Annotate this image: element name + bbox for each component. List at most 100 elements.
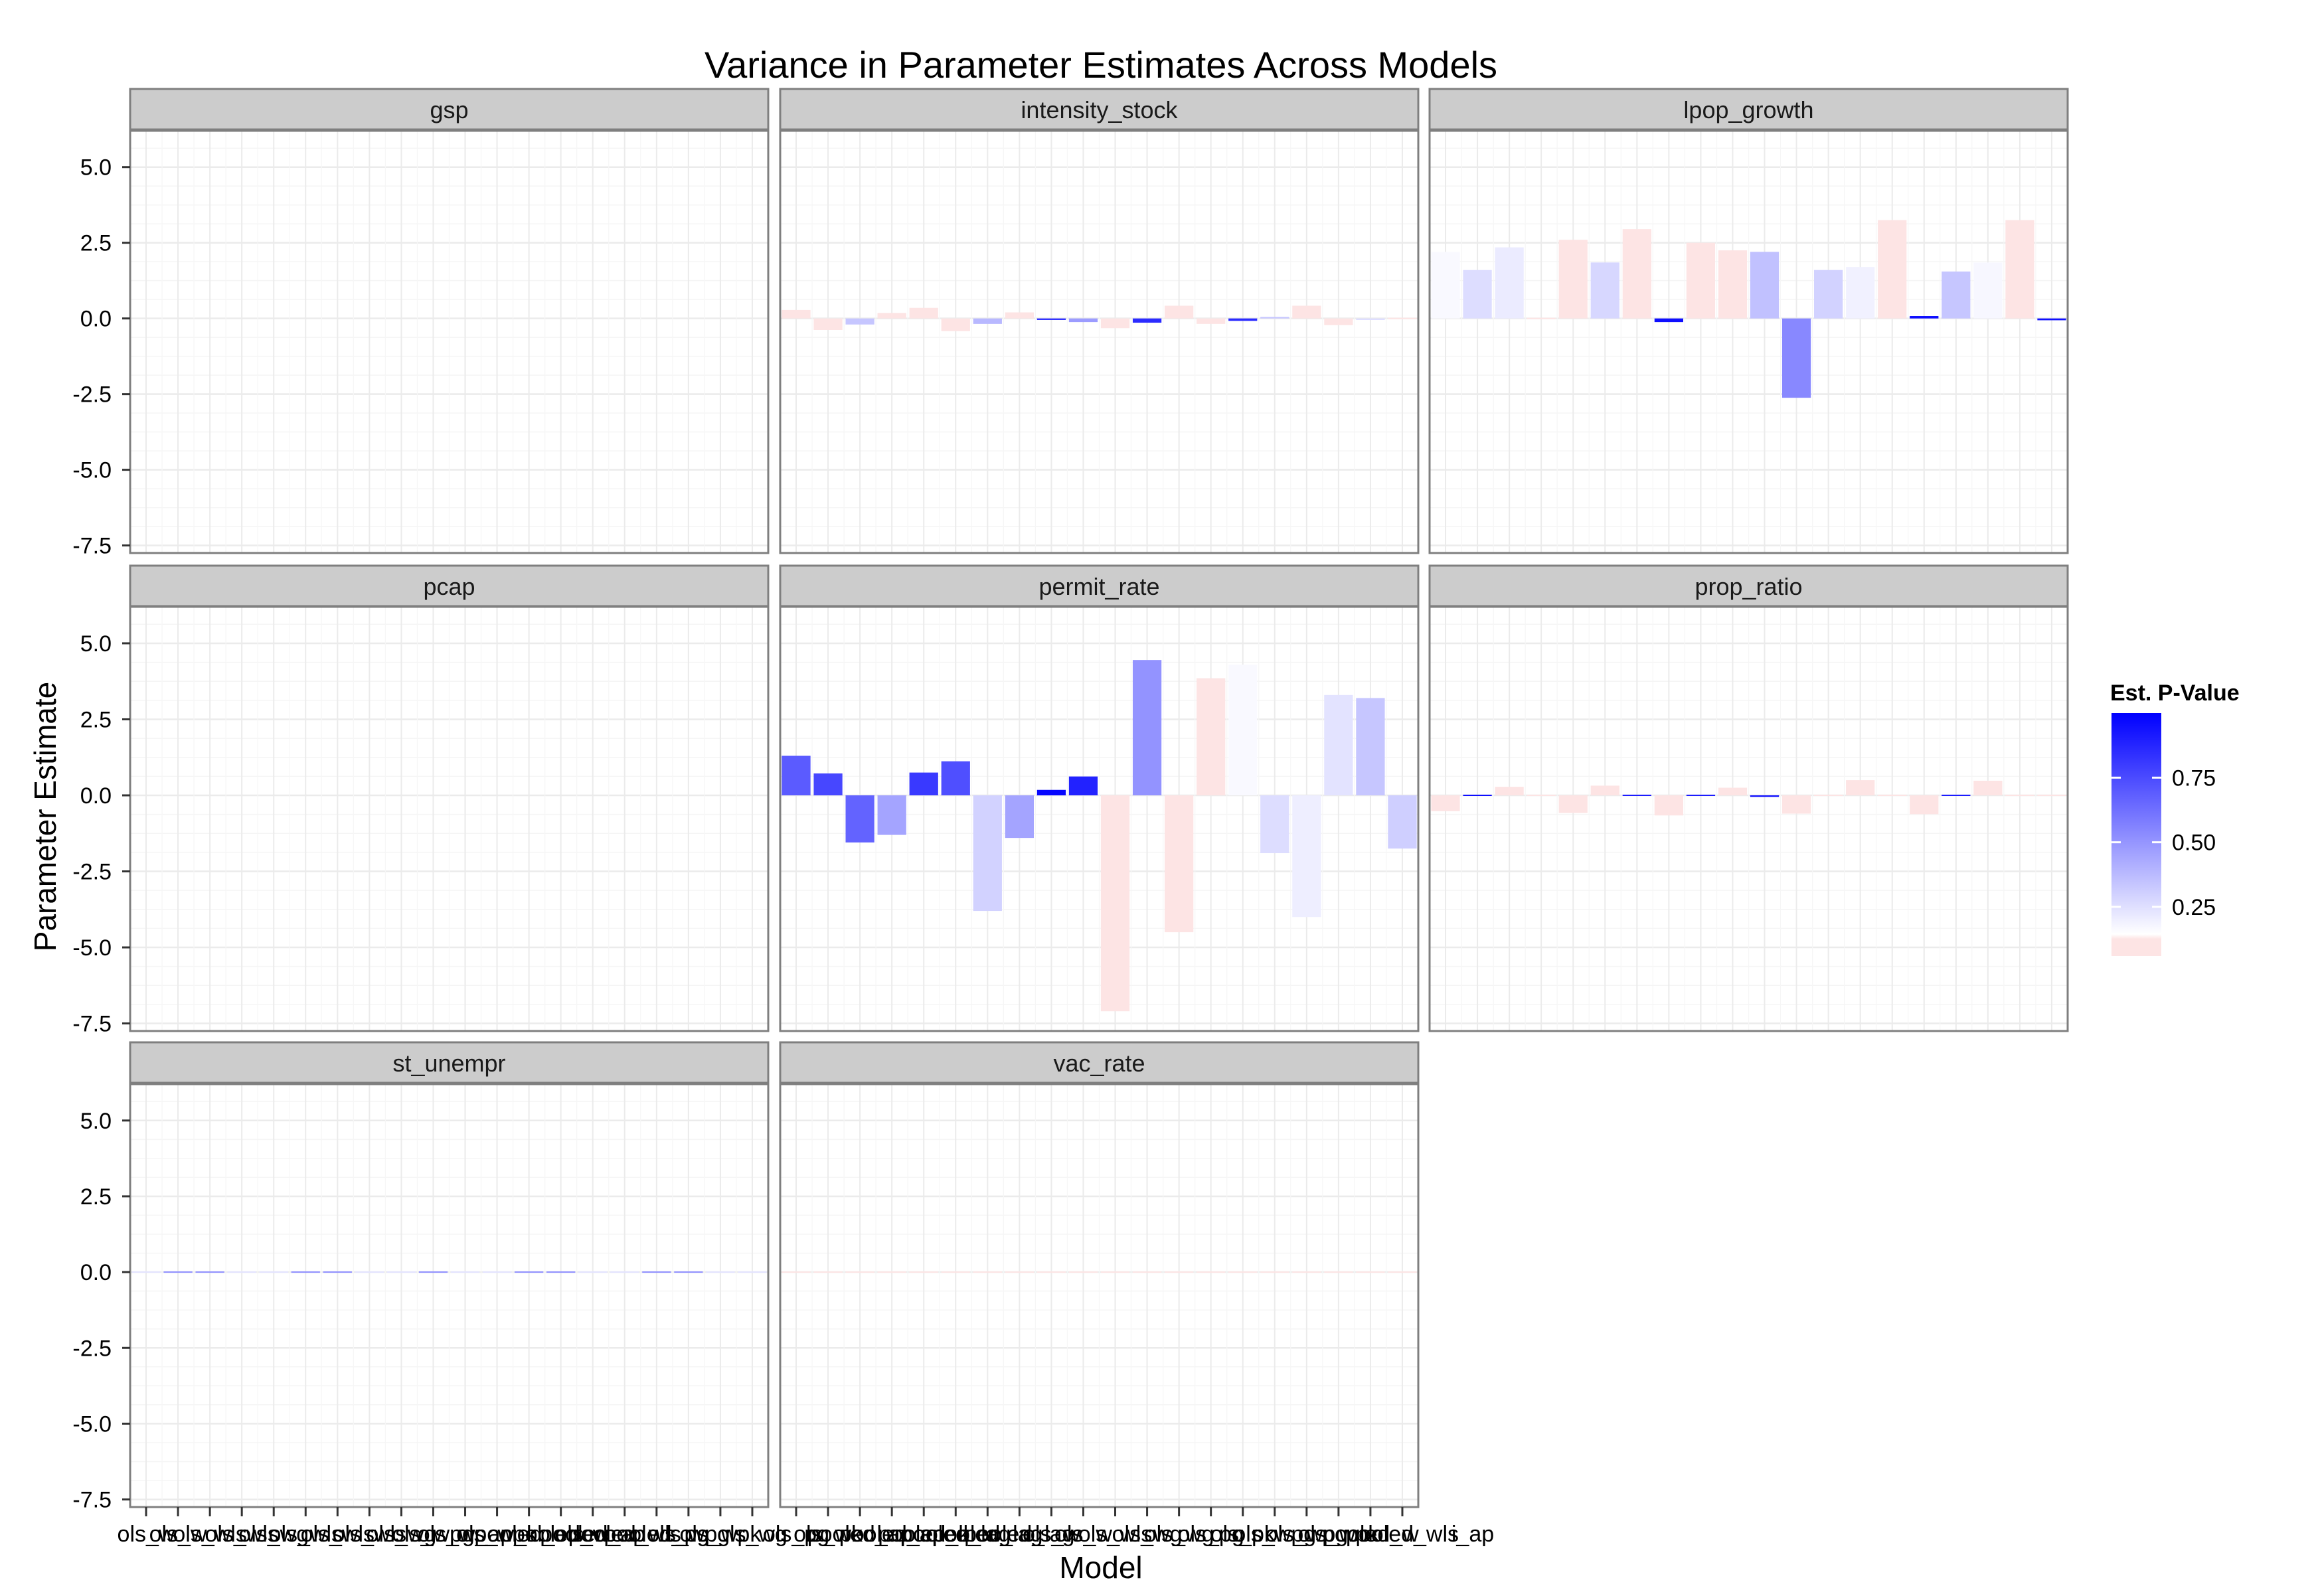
x-tick-label: pooled_wls xyxy=(1346,1522,1459,1547)
bar xyxy=(1292,305,1321,319)
bar xyxy=(1068,776,1098,795)
bar xyxy=(163,1271,193,1273)
bar xyxy=(941,1271,970,1273)
bar xyxy=(1463,270,1492,319)
bar xyxy=(1100,318,1130,329)
y-tick-label: -2.5 xyxy=(72,860,112,885)
panel-border xyxy=(779,129,1420,554)
x-tick-label: ols_w_k xyxy=(456,1522,538,1547)
x-tick-label: pooled_lag xyxy=(964,1522,1074,1547)
x-tick-label: ols_wls xyxy=(269,1522,343,1547)
x-tick-label: ols_w xyxy=(1023,1522,1080,1547)
bar xyxy=(1814,795,1843,796)
chart-title: Variance in Parameter Estimates Across M… xyxy=(704,44,1497,86)
bar xyxy=(1228,1271,1258,1273)
bar xyxy=(1165,795,1194,933)
y-tick-label: 0.0 xyxy=(80,307,112,332)
bar xyxy=(610,1271,639,1273)
bar xyxy=(1558,795,1588,813)
bar xyxy=(2005,220,2034,319)
bar xyxy=(131,1271,161,1273)
bar xyxy=(323,1271,352,1273)
bar xyxy=(973,1271,1002,1273)
bar xyxy=(2037,318,2066,321)
bar xyxy=(1878,220,1907,319)
bar xyxy=(2037,795,2066,796)
bar xyxy=(259,1271,288,1273)
bar xyxy=(1846,780,1875,795)
bar xyxy=(1132,1271,1162,1273)
facet-panels: gsp 5.0 2.5 0.0 -2.5 -5.0 -7.5 intensity_stock l… xyxy=(72,88,2069,1547)
bar xyxy=(1005,795,1034,838)
x-tick-label: ols_w_ap xyxy=(418,1522,513,1547)
bar xyxy=(1132,660,1162,795)
x-tick-label: ols_wg xyxy=(367,1522,437,1547)
bar xyxy=(1132,318,1162,323)
bar xyxy=(909,307,938,319)
x-tick-label: ols_wpk xyxy=(1297,1522,1380,1547)
strip-intensity_stock xyxy=(779,88,1420,131)
bar xyxy=(1165,1271,1194,1273)
x-tick-label: ols_wpg xyxy=(1233,1522,1316,1547)
bar xyxy=(482,1271,512,1273)
x-tick-label: pooled_ap xyxy=(807,1522,913,1547)
bar xyxy=(1356,1271,1385,1273)
panel-st_unempr: st_unempr 5.0 2.5 0.0 -2.5 -5.0 -7.5 xyxy=(72,1041,770,1513)
bar xyxy=(1356,698,1385,795)
x-tick-label: ols_wg xyxy=(1112,1522,1183,1547)
bar xyxy=(515,1271,544,1273)
bar xyxy=(1197,1271,1226,1273)
bar xyxy=(2005,795,2034,796)
bar xyxy=(1388,317,1417,319)
bar xyxy=(1356,318,1385,320)
bar xyxy=(1686,242,1716,319)
bar xyxy=(195,1271,224,1273)
strip-prop_ratio xyxy=(1428,564,2069,607)
x-tick-label: ols_wg xyxy=(1144,1522,1214,1547)
panel-pcap: pcap 5.0 2.5 0.0 -2.5 -5.0 -7.5 xyxy=(72,564,770,1037)
bar xyxy=(1910,316,1939,319)
panel-permit_rate: permit_rate xyxy=(779,564,1420,1032)
bar xyxy=(845,318,874,325)
legend-colorbar xyxy=(2111,713,2161,956)
y-tick-label: -7.5 xyxy=(72,1012,112,1037)
bar xyxy=(1036,1271,1066,1273)
strip-label: gsp xyxy=(430,96,468,123)
bar xyxy=(1973,262,2003,319)
bar xyxy=(813,1271,843,1273)
bar xyxy=(1431,795,1460,811)
bar xyxy=(1197,678,1226,795)
bar xyxy=(1814,270,1843,319)
bar xyxy=(813,318,843,330)
bar xyxy=(1781,795,1811,814)
x-tick-label: ols_wg xyxy=(717,1522,787,1547)
strip-label: st_unempr xyxy=(392,1050,505,1077)
bar xyxy=(941,761,970,795)
y-tick-label: -5.0 xyxy=(72,458,112,483)
strip-lpop_growth xyxy=(1428,88,2069,131)
bar xyxy=(877,795,906,835)
y-tick-label: 5.0 xyxy=(80,631,112,657)
bar xyxy=(1590,785,1619,795)
bar xyxy=(941,318,970,331)
strip-label: pcap xyxy=(423,573,475,600)
x-tick-label: ols_wg xyxy=(238,1522,309,1547)
x-tick-label: ols_pg xyxy=(1178,1522,1244,1547)
x-tick-label: ols_wpk xyxy=(680,1522,762,1547)
bar xyxy=(578,1271,608,1273)
bar xyxy=(1878,795,1907,796)
panel-border xyxy=(129,129,770,554)
bar xyxy=(973,318,1002,324)
y-tick-label: 2.5 xyxy=(80,231,112,256)
x-tick-label: pooled_pg xyxy=(604,1522,709,1547)
bar xyxy=(1260,795,1289,854)
strip-vac_rate xyxy=(779,1041,1420,1084)
bar xyxy=(1654,795,1683,816)
bar xyxy=(1558,240,1588,319)
bar xyxy=(1388,1271,1417,1273)
bar xyxy=(1036,789,1066,795)
bar xyxy=(782,309,811,319)
bar xyxy=(782,756,811,795)
y-tick-label: 5.0 xyxy=(80,1109,112,1134)
bar xyxy=(782,1271,811,1273)
